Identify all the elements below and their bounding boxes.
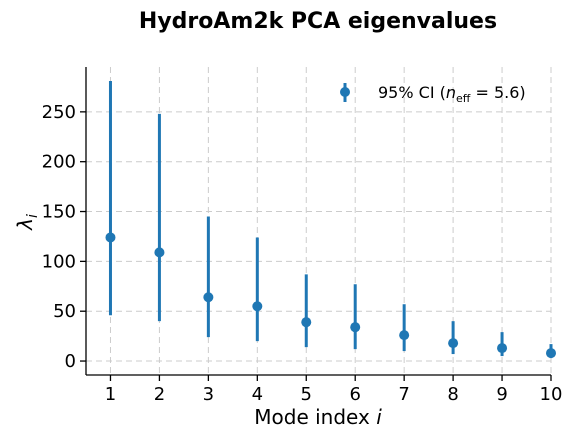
data-point (546, 348, 556, 359)
y-tick-label: 250 (42, 102, 76, 123)
data-point (399, 330, 410, 341)
y-tick-label: 100 (42, 251, 76, 272)
x-ticks: 1 2 3 4 5 6 7 8 9 10 (105, 375, 563, 405)
y-axis-label: λi (13, 214, 41, 231)
data-point (497, 343, 508, 354)
data-point (252, 301, 263, 312)
data-point (154, 247, 165, 258)
chart-title: HydroAm2k PCA eigenvalues (139, 9, 497, 34)
data-point (301, 317, 312, 328)
data-point (448, 338, 459, 349)
y-tick-label: 50 (53, 301, 76, 322)
x-tick-label: 10 (540, 384, 563, 405)
legend-point-marker (340, 87, 350, 97)
x-axis-label: Mode index i (254, 405, 382, 429)
y-tick-label: 200 (42, 152, 76, 173)
legend: 95% CI (neff = 5.6) (340, 83, 526, 105)
x-tick-label: 2 (154, 384, 165, 405)
data-point (350, 322, 361, 333)
x-tick-label: 7 (398, 384, 409, 405)
data-point (105, 232, 116, 243)
x-tick-label: 5 (301, 384, 312, 405)
data-series (105, 80, 556, 359)
y-ticks: 0 50 100 150 200 250 (42, 102, 86, 372)
data-point (203, 292, 214, 303)
x-tick-label: 9 (496, 384, 507, 405)
x-tick-label: 6 (349, 384, 360, 405)
y-tick-label: 150 (42, 202, 76, 223)
x-tick-label: 8 (447, 384, 458, 405)
x-tick-label: 4 (252, 384, 263, 405)
x-tick-label: 3 (203, 384, 214, 405)
grid (86, 67, 552, 375)
axes (85, 67, 551, 376)
x-tick-label: 1 (105, 384, 116, 405)
y-tick-label: 0 (65, 351, 76, 372)
legend-label: 95% CI (neff = 5.6) (378, 83, 526, 105)
